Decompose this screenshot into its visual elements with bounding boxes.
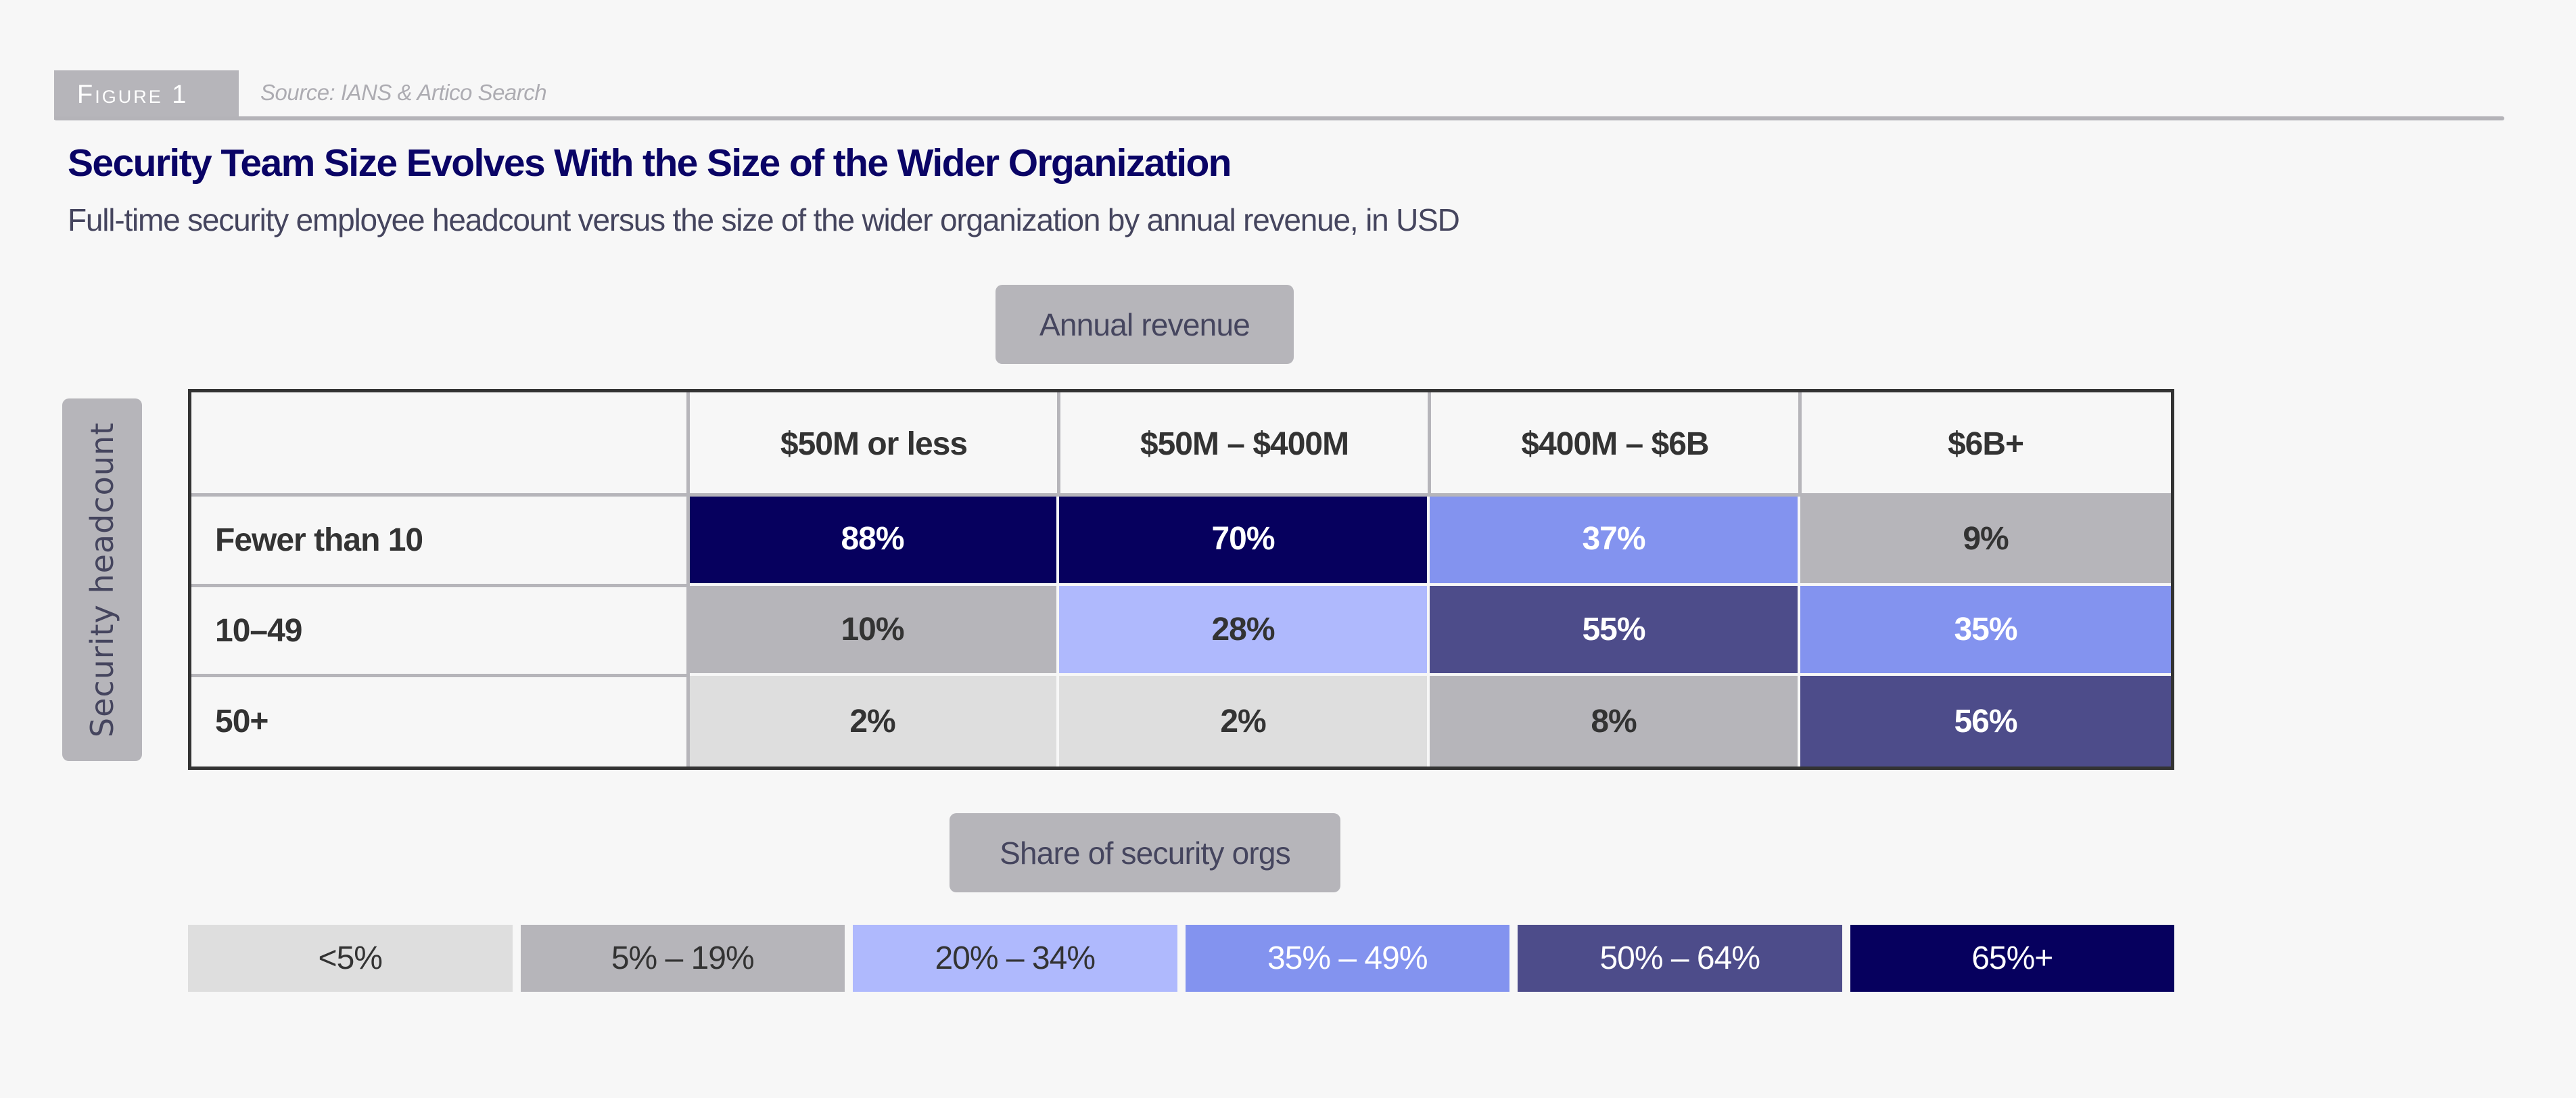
figure-label: Figure 1 [54, 70, 239, 120]
heatmap-cell: 37% [1430, 495, 1800, 586]
legend-label: 50% – 64% [1599, 940, 1760, 976]
heatmap-cell: 55% [1430, 585, 1800, 677]
heatmap-cell: 35% [1800, 585, 2171, 677]
legend-swatch: 50% – 64% [1518, 925, 1842, 992]
heatmap-cell: 2% [688, 676, 1059, 767]
source-note: Source: IANS & Artico Search [260, 80, 547, 105]
column-header: $400M – $6B [1521, 426, 1709, 462]
heatmap-cell: 28% [1059, 585, 1430, 677]
legend-swatch: <5% [188, 925, 513, 992]
column-header: $50M – $400M [1140, 426, 1349, 462]
heatmap-table: $50M or less $50M – $400M $400M – $6B $6B+ F… [188, 389, 2174, 770]
x-axis-label-text: Annual revenue [1039, 306, 1250, 342]
legend-label: 5% – 19% [611, 940, 755, 976]
column-divider [1798, 392, 1802, 495]
row-divider [191, 583, 688, 587]
chart-title: Security Team Size Evolves With the Size… [68, 141, 1232, 185]
header-rule [54, 116, 2504, 120]
legend-swatch: 65%+ [1850, 925, 2174, 992]
legend-label: <5% [318, 940, 383, 976]
legend-swatch: 35% – 49% [1185, 925, 1509, 992]
heatmap-cell: 88% [688, 495, 1059, 586]
row-header: 10–49 [215, 612, 302, 649]
label-column-divider [686, 392, 690, 767]
figure-label-text: Figure 1 [77, 81, 189, 109]
legend-title-text: Share of security orgs [1000, 835, 1291, 871]
heatmap-cell: 2% [1059, 676, 1430, 767]
heatmap-cell: 70% [1059, 495, 1430, 586]
column-header: $50M or less [780, 426, 968, 462]
x-axis-label: Annual revenue [996, 285, 1294, 364]
legend-swatch: 20% – 34% [853, 925, 1177, 992]
heatmap-cell: 10% [688, 585, 1059, 677]
heatmap-cell: 56% [1800, 676, 2171, 767]
legend-title: Share of security orgs [950, 813, 1340, 892]
legend-label: 35% – 49% [1267, 940, 1428, 976]
row-divider [191, 674, 688, 678]
y-axis-label-text: Security headcount [84, 421, 121, 738]
chart-subtitle: Full-time security employee headcount ve… [68, 202, 1460, 237]
column-divider [1428, 392, 1431, 495]
heatmap-cell: 8% [1430, 676, 1800, 767]
legend-label: 65%+ [1971, 940, 2053, 976]
legend-swatch: 5% – 19% [520, 925, 845, 992]
y-axis-label: Security headcount [62, 398, 142, 761]
heatmap-cell: 9% [1800, 495, 2171, 586]
row-header: Fewer than 10 [215, 522, 423, 559]
column-divider [1057, 392, 1060, 495]
legend-label: 20% – 34% [935, 940, 1096, 976]
header-divider [191, 493, 2171, 497]
row-header: 50+ [215, 703, 268, 739]
column-header: $6B+ [1947, 426, 2024, 462]
